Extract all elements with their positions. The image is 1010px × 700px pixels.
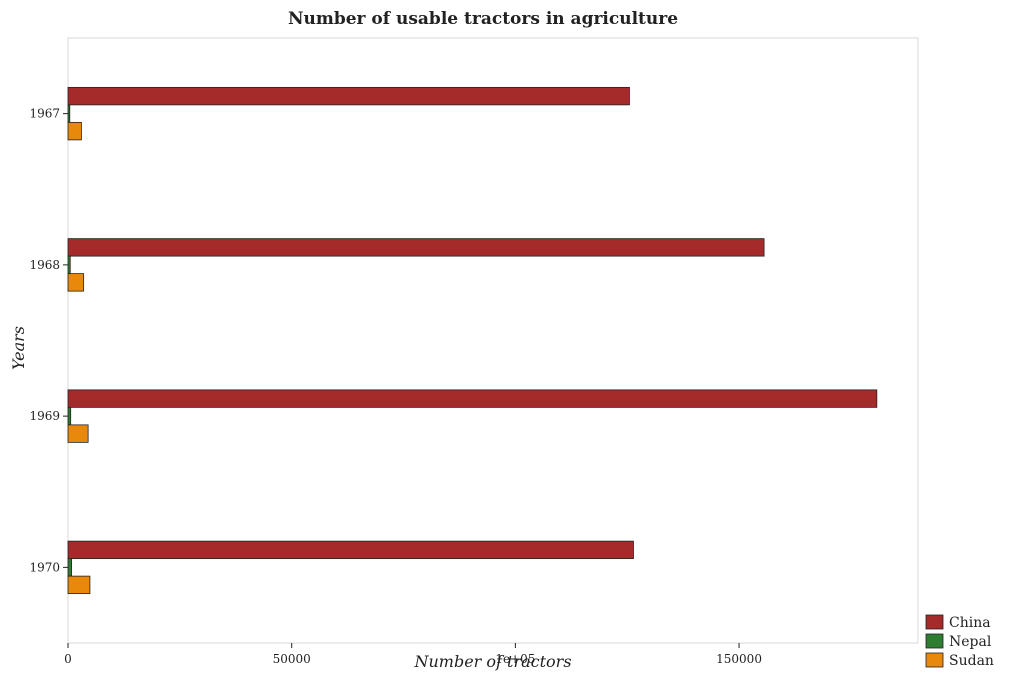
bar-china-1969 [67, 389, 878, 408]
bar-sudan-1969 [67, 424, 89, 443]
legend-label-sudan: Sudan [949, 653, 994, 669]
bar-nepal-1968 [67, 255, 71, 275]
y-tick-label: 1969 [29, 409, 60, 423]
bar-china-1968 [67, 238, 765, 257]
x-axis-label: Number of tractors [413, 652, 571, 671]
legend-swatch-sudan [925, 652, 944, 668]
y-axis: 1967 1968 1969 1970 [29, 107, 68, 574]
legend-swatch-nepal [925, 633, 944, 649]
y-axis-label: Years [9, 326, 28, 370]
legend-label-china: China [949, 615, 991, 631]
bar-china-1967 [67, 86, 630, 106]
bar-nepal-1969 [67, 406, 72, 426]
bar-sudan-1970 [67, 575, 91, 595]
bar-sudan-1968 [67, 273, 85, 292]
y-tick-label: 1970 [29, 560, 60, 574]
y-tick-label: 1968 [29, 258, 60, 272]
bars-group [67, 86, 878, 595]
x-axis: 0 50000 1e+05 150000 [64, 643, 762, 666]
x-tick-label: 0 [64, 652, 72, 666]
chart-title: Number of usable tractors in agriculture [288, 9, 678, 29]
y-tick-label: 1967 [29, 107, 60, 121]
x-tick-label: 1e+05 [495, 652, 535, 666]
bar-china-1970 [67, 540, 634, 560]
legend-swatch-china [925, 614, 944, 630]
bar-sudan-1967 [67, 121, 82, 141]
bar-nepal-1967 [67, 104, 71, 123]
legend: China Nepal Sudan [925, 614, 994, 669]
plot-frame [67, 37, 919, 644]
x-tick-label: 150000 [716, 652, 762, 666]
legend-label-nepal: Nepal [949, 634, 992, 650]
bar-nepal-1970 [67, 558, 72, 577]
x-tick-label: 50000 [273, 652, 311, 666]
